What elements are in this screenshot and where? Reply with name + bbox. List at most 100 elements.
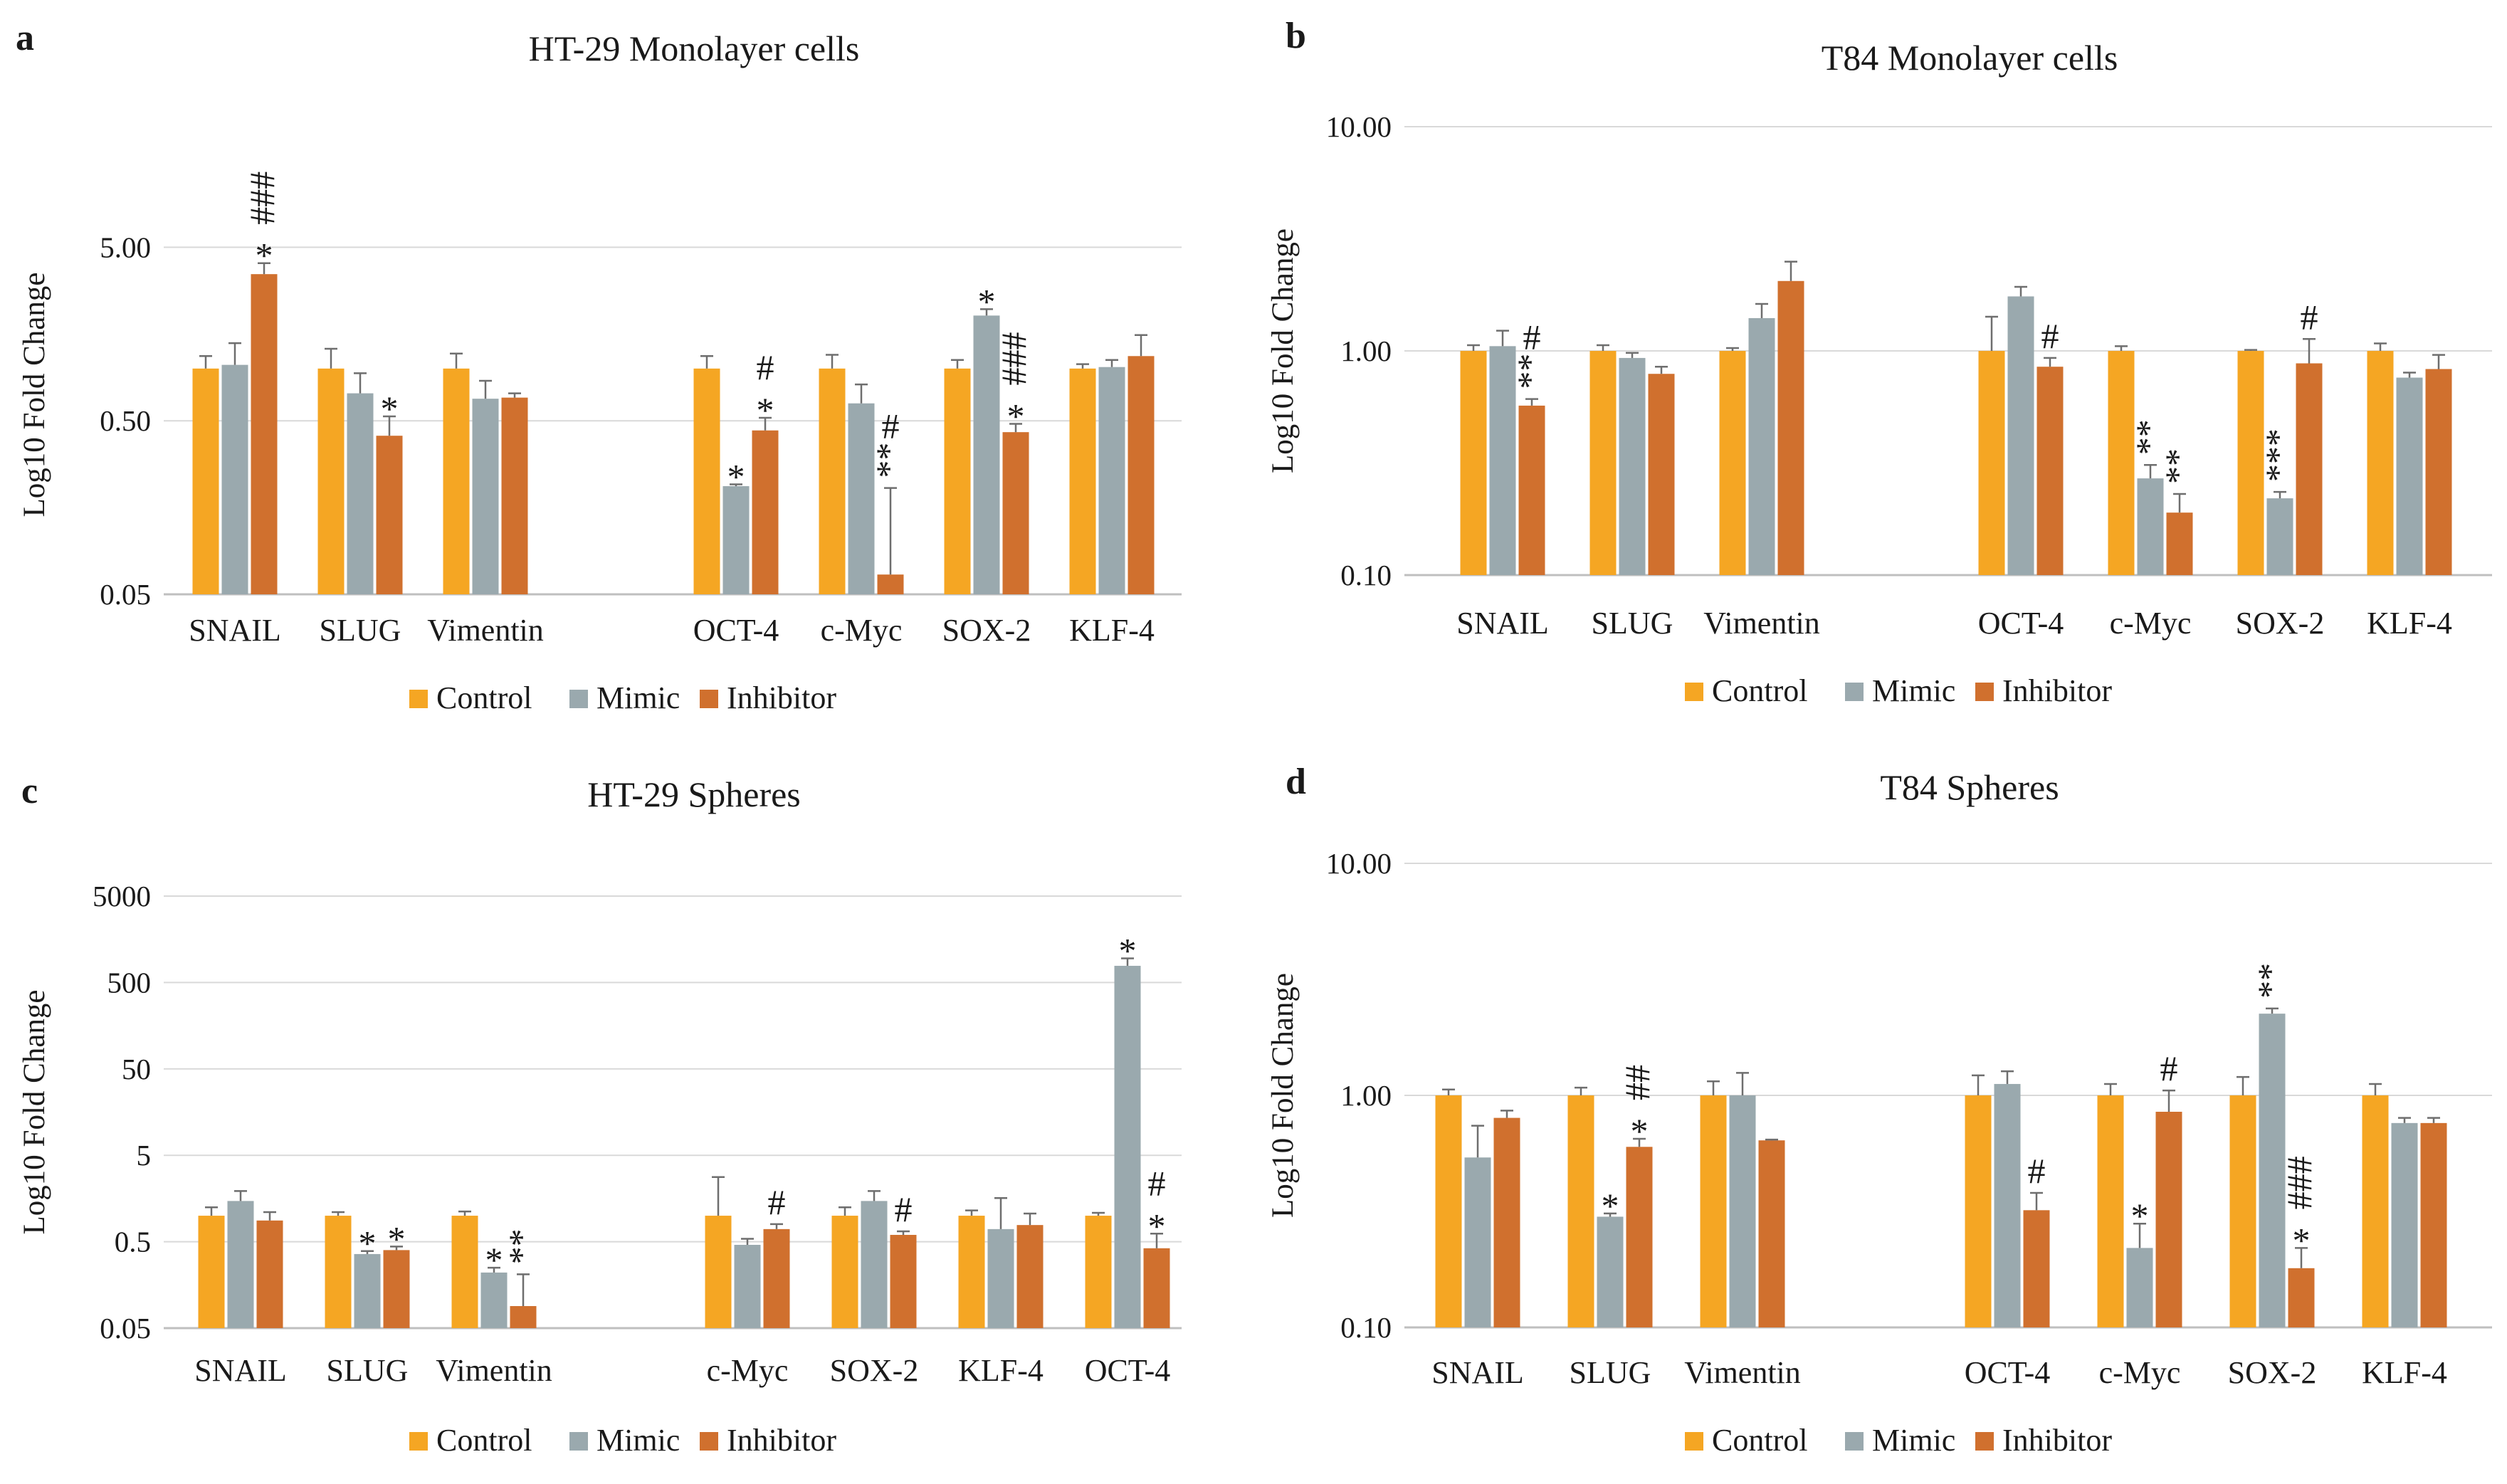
bar-mimic [2126,1248,2153,1327]
bar-inhibitor [251,274,278,594]
bar-inhibitor [510,1306,537,1328]
legend-label-mimic: Mimic [1872,1423,1955,1458]
bar-mimic [354,1253,381,1328]
legend-swatch-control [409,1432,428,1451]
x-category-label: Vimentin [1684,1355,1801,1390]
bar-mimic [734,1244,761,1328]
panel-letter: d [1286,762,1306,802]
y-tick-label: 50 [122,1053,151,1085]
x-category-label: KLF-4 [2362,1355,2447,1390]
x-category-label: SNAIL [189,613,281,648]
bar-mimic [1114,965,1141,1328]
bar-inhibitor [1493,1117,1520,1327]
bar-inhibitor [2296,363,2323,575]
bar-control [325,1216,352,1328]
bar-control [192,368,219,594]
significance-star: * [727,457,745,497]
legend-label-control: Control [1712,1423,1807,1458]
y-tick-label: 10.00 [1326,110,1392,143]
x-category-label: SNAIL [1431,1355,1524,1390]
significance-star: * [2293,1220,2311,1260]
bar-mimic [2396,377,2423,575]
bar-mimic [1098,367,1125,594]
x-category-label: Vimentin [1703,606,1820,641]
bar-mimic [347,393,374,594]
significance-star: ** [868,443,908,478]
bar-control [1567,1095,1594,1327]
panel-b: b T84 Monolayer cells Log10 Fold Change 0.1… [1254,0,2507,742]
bar-control [705,1216,732,1328]
bar-mimic [221,364,248,594]
x-category-label: c-Myc [2110,606,2192,641]
significance-star: * [381,389,399,428]
x-category-label: c-Myc [707,1353,789,1388]
bar-control [819,368,846,594]
legend-swatch-mimic [569,690,588,708]
legend-swatch-mimic [1845,1432,1864,1451]
legend-swatch-inhibitor [1975,683,1994,701]
significance-hash: # [882,406,900,446]
x-category-label: SOX-2 [942,613,1031,648]
significance-star: ** [2250,963,2290,999]
bar-control [198,1216,225,1328]
bar-control [443,368,470,594]
legend-label-mimic: Mimic [596,1423,680,1458]
legend-swatch-mimic [569,1432,588,1451]
significance-hash: # [1523,317,1541,357]
legend-label-inhibitor: Inhibitor [727,680,836,715]
chart-c-svg: c HT-29 Spheres Log10 Fold Change 0.05 0.5 5 5… [18,771,1182,1458]
significance-hash: # [2301,297,2318,337]
y-tick-label: 0.05 [100,578,151,611]
x-category-label: SOX-2 [2236,606,2325,641]
y-axis-label: Log10 Fold Change [18,990,51,1235]
bar-inhibitor [1143,1248,1170,1328]
bar-inhibitor [2425,369,2452,575]
bar-inhibitor [501,397,528,594]
legend-label-control: Control [436,680,532,715]
bar-control [2097,1095,2124,1327]
x-category-label: SLUG [1570,1355,1651,1390]
bar-mimic [1464,1157,1491,1327]
significance-star: * [1602,1186,1619,1226]
bar-inhibitor [1777,280,1804,575]
y-tick-label: 10.00 [1326,847,1392,880]
legend-swatch-control [1685,1432,1703,1451]
y-tick-label: 0.10 [1340,1311,1392,1344]
significance-star: *** [2258,428,2298,482]
significance-star: * [359,1223,377,1263]
legend-swatch-mimic [1845,683,1864,701]
bar-control [2367,351,2394,575]
legend-label-mimic: Mimic [596,680,680,715]
bar-mimic [1619,357,1646,575]
chart-title: HT-29 Monolayer cells [529,28,860,68]
bar-mimic [472,399,499,594]
bar-mimic [1994,1083,2021,1327]
x-category-label: OCT-4 [1085,1353,1171,1388]
significance-star: * [1148,1206,1166,1246]
significance-hash: ### [2279,1156,2319,1209]
bar-control [1965,1095,1992,1327]
bar-inhibitor [890,1234,917,1328]
bar-control [1700,1095,1727,1327]
bar-mimic [722,486,750,594]
bar-inhibitor [383,1250,410,1328]
significance-star: ** [1510,354,1550,389]
bar-mimic [2259,1014,2286,1327]
significance-star: * [1119,931,1137,971]
bar-control [2108,351,2135,575]
panel-d: d T84 Spheres Log10 Fold Change 0.10 1.00 10.… [1254,742,2507,1484]
bar-control [1719,351,1746,575]
significance-star: * [1631,1111,1649,1151]
bar-inhibitor [763,1228,790,1328]
chart-d-svg: d T84 Spheres Log10 Fold Change 0.10 1.00 10.… [1266,762,2492,1458]
bar-inhibitor [2036,367,2064,575]
y-tick-label: 0.5 [115,1226,151,1258]
bar-control [831,1216,858,1328]
significance-hash: # [895,1189,913,1229]
bar-control [1460,351,1487,575]
bar-inhibitor [256,1220,283,1328]
bar-mimic [2391,1122,2418,1327]
bar-inhibitor [1518,405,1545,575]
bar-inhibitor [2288,1268,2315,1327]
legend-swatch-control [1685,683,1703,701]
